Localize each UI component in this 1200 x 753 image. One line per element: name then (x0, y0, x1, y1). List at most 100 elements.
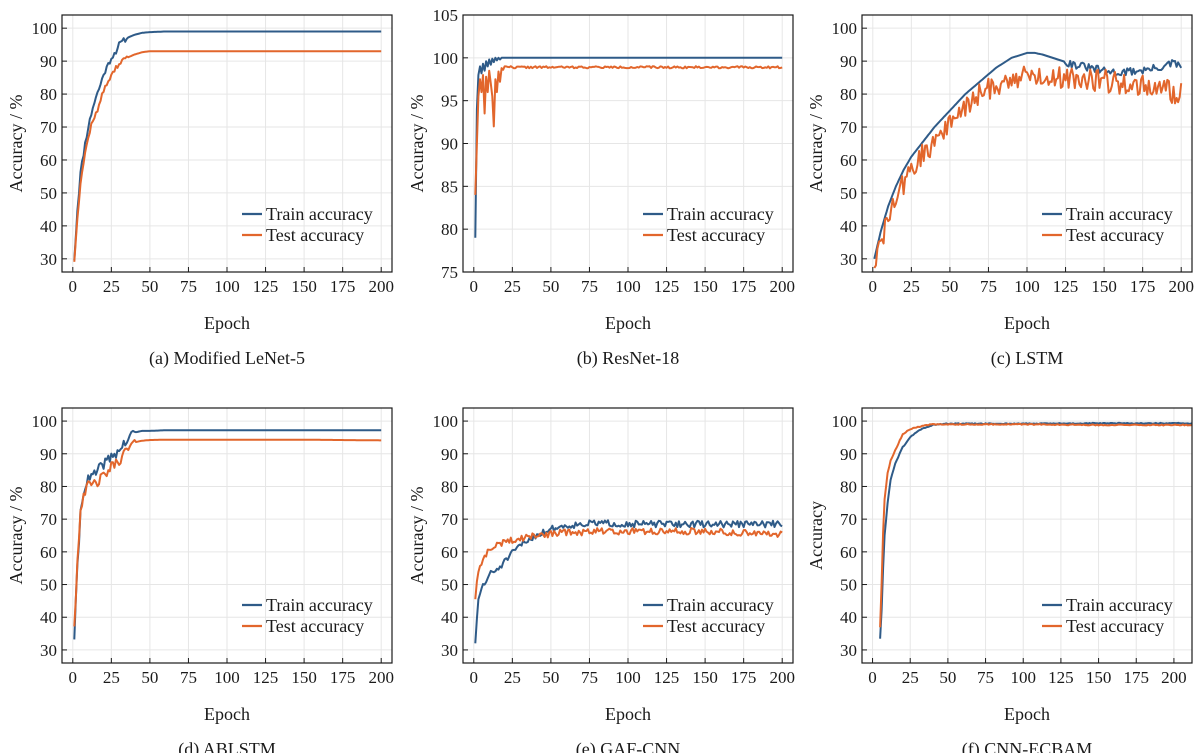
x-axis-label: Epoch (605, 704, 651, 724)
y-tick-label: 80 (441, 220, 458, 239)
y-tick-label: 100 (832, 412, 858, 431)
chart-d: 0 25 50 75 100 125 150 175 200 30 40 50 60 70 80 90 100 E… (6, 407, 394, 753)
y-tick-label: 40 (840, 217, 857, 236)
x-tick-label: 50 (939, 668, 956, 687)
y-tick-label: 90 (840, 445, 857, 464)
x-tick-label: 200 (368, 668, 394, 687)
legend-label-train: Train accuracy (667, 595, 774, 615)
y-tick-label: 70 (441, 510, 458, 529)
legend-label-train: Train accuracy (266, 595, 373, 615)
series-line-train (474, 56, 783, 238)
x-tick-label: 200 (368, 277, 394, 296)
x-tick-label: 75 (180, 668, 197, 687)
x-tick-label: 25 (504, 277, 521, 296)
series-line-train (73, 30, 382, 261)
legend-label-test: Test accuracy (266, 616, 364, 636)
y-tick-label: 95 (441, 92, 458, 111)
y-tick-label: 40 (441, 608, 458, 627)
chart-caption: (e) GAF-CNN (576, 739, 680, 753)
x-tick-label: 150 (1091, 277, 1117, 296)
legend-label-train: Train accuracy (1066, 204, 1173, 224)
y-axis-label: Accuracy / % (6, 95, 26, 193)
x-tick-label: 150 (692, 668, 718, 687)
x-tick-label: 150 (1086, 668, 1112, 687)
chart-c: 0 25 50 75 100 125 150 175 200 30 40 50 60 70 80 90 100 E… (806, 14, 1194, 369)
chart-f: 0 25 50 75 100 125 150 175 200 30 40 50 60 70 80 90 100 E… (806, 407, 1193, 753)
y-tick-label: 50 (441, 576, 458, 595)
y-axis-label: Accuracy / % (6, 487, 26, 585)
x-tick-label: 175 (1130, 277, 1156, 296)
x-tick-label: 75 (581, 277, 598, 296)
x-tick-label: 50 (542, 277, 559, 296)
x-tick-label: 175 (330, 668, 356, 687)
y-tick-label: 80 (840, 85, 857, 104)
x-tick-label: 25 (504, 668, 521, 687)
x-tick-label: 100 (214, 277, 240, 296)
legend-label-train: Train accuracy (1066, 595, 1173, 615)
series-line-test (474, 65, 783, 195)
y-tick-label: 90 (40, 445, 57, 464)
legend-label-test: Test accuracy (1066, 616, 1164, 636)
y-tick-label: 90 (40, 52, 57, 71)
y-tick-label: 30 (40, 250, 57, 269)
x-tick-label: 200 (1168, 277, 1194, 296)
x-tick-label: 50 (941, 277, 958, 296)
y-tick-label: 30 (40, 641, 57, 660)
x-tick-label: 25 (103, 668, 120, 687)
chart-a: 0 25 50 75 100 125 150 175 200 30 40 50 60 70 80 90 100 E… (6, 14, 394, 369)
y-tick-label: 70 (840, 510, 857, 529)
y-tick-label: 30 (441, 641, 458, 660)
x-tick-label: 0 (868, 668, 877, 687)
series-line-test (73, 50, 382, 262)
legend-label-test: Test accuracy (1066, 225, 1164, 245)
y-tick-label: 60 (40, 151, 57, 170)
x-tick-label: 100 (1010, 668, 1036, 687)
y-tick-label: 50 (840, 184, 857, 203)
y-tick-label: 90 (441, 445, 458, 464)
y-axis-label: Accuracy / % (806, 95, 826, 193)
x-tick-label: 75 (977, 668, 994, 687)
x-tick-label: 75 (980, 277, 997, 296)
y-tick-label: 75 (441, 263, 458, 282)
x-tick-label: 25 (103, 277, 120, 296)
x-tick-label: 25 (903, 277, 920, 296)
x-tick-label: 0 (869, 277, 878, 296)
y-tick-label: 100 (433, 49, 459, 68)
y-tick-label: 90 (840, 52, 857, 71)
x-tick-label: 125 (1053, 277, 1079, 296)
x-tick-label: 125 (654, 668, 680, 687)
y-tick-label: 60 (840, 543, 857, 562)
x-axis-label: Epoch (204, 313, 250, 333)
y-tick-label: 50 (40, 184, 57, 203)
y-tick-label: 40 (840, 608, 857, 627)
x-tick-label: 200 (1161, 668, 1187, 687)
y-tick-label: 80 (441, 477, 458, 496)
y-tick-label: 40 (40, 217, 57, 236)
plot-frame (861, 407, 1193, 664)
y-tick-label: 30 (840, 641, 857, 660)
x-tick-label: 125 (253, 277, 279, 296)
legend-label-test: Test accuracy (667, 616, 765, 636)
legend-label-train: Train accuracy (667, 204, 774, 224)
y-tick-label: 80 (40, 477, 57, 496)
chart-caption: (c) LSTM (991, 348, 1063, 369)
x-tick-label: 75 (180, 277, 197, 296)
x-tick-label: 175 (731, 277, 757, 296)
y-tick-label: 60 (840, 151, 857, 170)
x-tick-label: 0 (470, 668, 479, 687)
y-tick-label: 100 (433, 412, 459, 431)
x-tick-label: 100 (214, 668, 240, 687)
x-axis-label: Epoch (204, 704, 250, 724)
x-tick-label: 175 (1123, 668, 1149, 687)
chart-caption: (d) ABLSTM (178, 739, 276, 753)
x-tick-label: 175 (330, 277, 356, 296)
x-tick-label: 25 (902, 668, 919, 687)
x-tick-label: 125 (1048, 668, 1074, 687)
x-axis-label: Epoch (605, 313, 651, 333)
x-tick-label: 50 (141, 668, 158, 687)
series-line-train (474, 519, 783, 644)
y-axis-label: Accuracy / % (407, 95, 427, 193)
y-tick-label: 50 (840, 576, 857, 595)
x-tick-label: 50 (542, 668, 559, 687)
